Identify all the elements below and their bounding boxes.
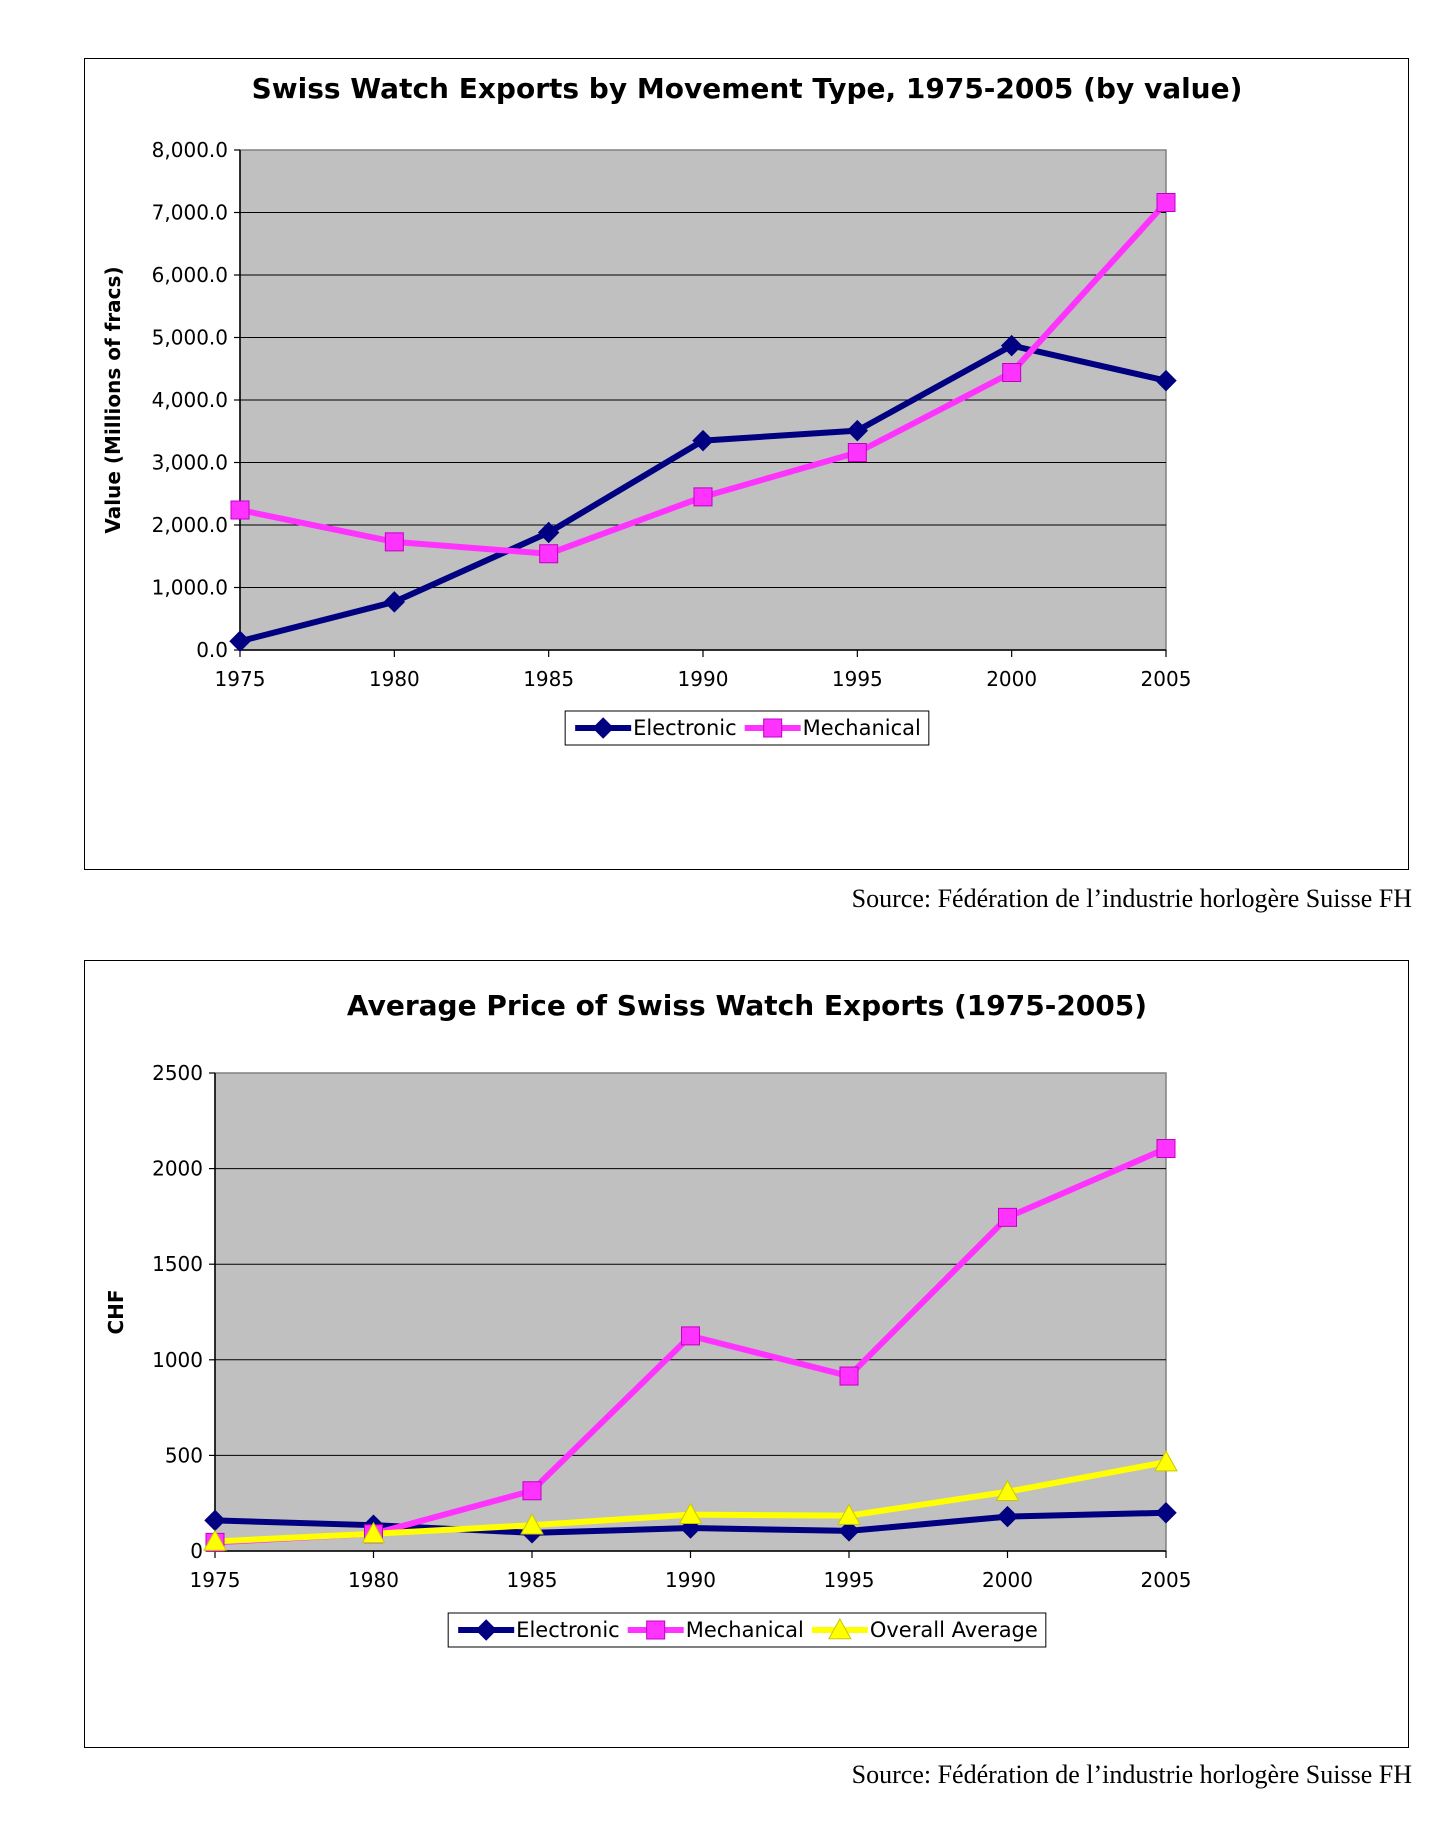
chart2-legend-box [447,1612,1047,1648]
chart2-y-tick-label: 1500 [152,1252,203,1276]
chart1-legend: Electronic Mechanical [564,710,930,746]
chart2-point-1 [681,1326,700,1346]
chart-2: Average Price of Swiss Watch Exports (19… [84,960,1409,1748]
chart1-y-tick-label: 4,000.0 [152,388,228,412]
chart-1: Swiss Watch Exports by Movement Type, 19… [84,58,1409,870]
chart2-legend-label: Overall Average [870,1618,1038,1642]
chart1-x-tick-label: 1990 [678,667,729,691]
chart2-point-1 [1156,1139,1176,1159]
chart2-y-tick-label: 2000 [152,1157,203,1181]
source-note-2: Source: Fédération de l’industrie horlog… [851,1760,1412,1789]
chart2-legend: Electronic Mechanical Overall Average [447,1612,1047,1648]
chart1-point-1 [847,443,867,462]
chart1-legend-swatch-marker [592,717,614,739]
chart2-point-2 [361,1521,386,1544]
chart1-point-1 [693,487,713,507]
chart2-point-1 [522,1481,542,1501]
chart1-point-0 [846,419,869,442]
chart1-title: Swiss Watch Exports by Movement Type, 19… [252,72,1243,105]
chart2-point-1 [998,1207,1017,1227]
chart1-legend-label: Electronic [633,716,737,740]
chart1-y-axis-label: Value (Millions of fracs) [101,266,125,533]
chart2-legend-swatch-marker [475,1619,497,1641]
chart2-y-axis-label: CHF [104,1289,128,1334]
chart1-x-tick-label: 2005 [1141,667,1192,691]
chart2-point-2 [520,1513,544,1535]
chart2-legend-swatch-marker [646,1620,666,1640]
chart2-x-tick-label: 1995 [824,1568,875,1592]
chart1-x-tick-label: 1975 [215,667,266,691]
chart1-legend-swatch-marker [763,718,783,738]
chart2-point-0 [838,1520,860,1542]
chart2-x-tick-label: 1985 [507,1568,558,1592]
chart1-y-tick-label: 0.0 [196,638,228,662]
chart2-y-tick-label: 2500 [152,1061,203,1085]
chart2-title: Average Price of Swiss Watch Exports (19… [347,989,1147,1022]
chart1-point-1 [1002,363,1022,382]
chart1-x-tick-label: 1985 [523,667,574,691]
chart2-point-1 [839,1366,859,1386]
chart1-point-0 [537,521,560,544]
chart-1-svg: Swiss Watch Exports by Movement Type, 19… [101,72,1243,746]
chart1-y-tick-label: 2,000.0 [152,513,228,537]
chart2-point-2 [203,1529,227,1551]
chart2-y-tick-label: 500 [165,1443,203,1467]
chart1-point-0 [1155,369,1177,392]
chart1-legend-label: Mechanical [803,716,921,740]
chart1-point-0 [383,591,406,613]
chart2-legend-label: Mechanical [686,1618,804,1642]
chart2-point-2 [995,1479,1020,1502]
chart2-x-tick-label: 1990 [665,1568,716,1592]
chart2-x-tick-label: 1975 [190,1568,241,1592]
source-note-1: Source: Fédération de l’industrie horlog… [851,884,1412,913]
chart2-point-0 [1155,1502,1177,1524]
chart1-y-tick-label: 5,000.0 [152,326,228,350]
chart2-x-tick-label: 2000 [982,1568,1033,1592]
chart1-point-0 [692,429,714,452]
chart1-point-1 [1156,193,1176,212]
chart2-legend-label: Electronic [516,1618,620,1642]
chart2-x-tick-label: 1980 [348,1568,399,1592]
chart1-point-1 [230,500,250,520]
chart1-y-tick-label: 7,000.0 [152,201,228,225]
chart2-point-2 [1154,1450,1178,1472]
chart2-y-tick-label: 0 [190,1539,203,1563]
chart2-point-2 [837,1503,861,1525]
chart1-x-tick-label: 1995 [832,667,883,691]
chart1-y-tick-label: 6,000.0 [152,263,228,287]
chart2-x-tick-label: 2005 [1141,1568,1192,1592]
chart1-y-tick-label: 3,000.0 [152,451,228,475]
chart2-plot-area [214,1072,1167,1552]
chart1-point-1 [384,532,404,552]
chart1-point-1 [539,544,559,564]
chart1-point-0 [229,630,251,652]
chart2-point-2 [678,1502,703,1524]
chart1-y-tick-label: 8,000.0 [152,138,228,162]
chart1-point-0 [1000,334,1023,357]
chart1-y-tick-label: 1,000.0 [152,576,228,600]
chart-2-svg: Average Price of Swiss Watch Exports (19… [104,989,1192,1648]
chart2-point-0 [996,1505,1019,1528]
chart1-x-tick-label: 2000 [986,667,1037,691]
chart2-legend-swatch-marker [828,1617,852,1640]
chart2-y-tick-label: 1000 [152,1348,203,1372]
chart1-x-tick-label: 1980 [369,667,420,691]
